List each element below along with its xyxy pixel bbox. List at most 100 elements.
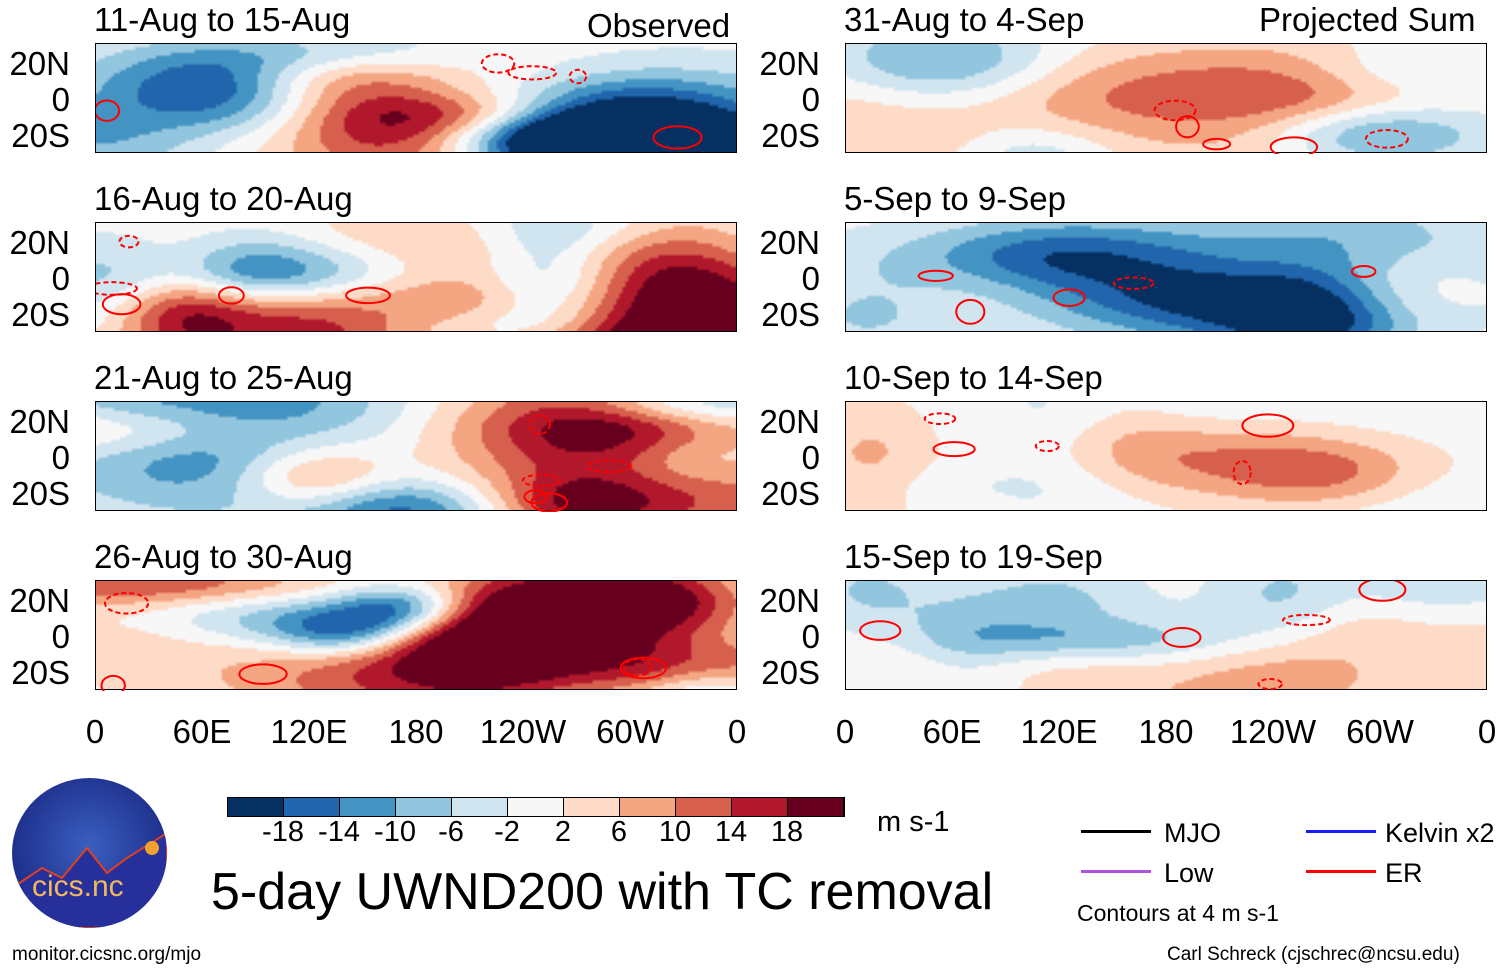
er-contour: [480, 53, 516, 74]
lat-tick-label: 20S: [761, 475, 820, 512]
colorbar: [227, 797, 845, 817]
er-contour: [859, 620, 902, 641]
colorbar-tick-label: 2: [554, 816, 572, 848]
legend-kelvin: Kelvin x2: [1385, 818, 1495, 848]
er-contour: [1350, 264, 1377, 278]
colorbar-tick-label: -14: [318, 816, 360, 848]
er-contour: [1153, 99, 1197, 122]
footer-url: monitor.cicsnc.org/mjo: [12, 944, 202, 965]
wind-anomaly-field: [96, 402, 736, 510]
lon-tick-label: 60W: [1346, 713, 1414, 750]
wind-anomaly-field: [846, 581, 1486, 689]
er-contour: [507, 65, 558, 81]
column-label-projected: Projected Sum: [1259, 1, 1476, 38]
panel-title: 21-Aug to 25-Aug: [94, 359, 353, 396]
lat-tick-label: 0: [801, 439, 820, 476]
colorbar-swatch: [508, 798, 564, 816]
legend-er-line: [1306, 870, 1376, 873]
wind-anomaly-field: [96, 223, 736, 331]
er-contour: [932, 441, 976, 458]
er-contour: [1358, 581, 1407, 602]
er-contour: [1269, 136, 1319, 154]
footer-credit: Carl Schreck (cjschrec@ncsu.edu): [1167, 944, 1460, 965]
er-contour: [345, 286, 391, 305]
er-contour: [1112, 276, 1155, 290]
panel-title: 16-Aug to 20-Aug: [94, 180, 353, 217]
lat-tick-label: 20N: [759, 45, 820, 82]
colorbar-swatch: [340, 798, 396, 816]
er-contour: [1241, 413, 1295, 438]
panel-title: 31-Aug to 4-Sep: [844, 1, 1085, 38]
colorbar-tick-label: 18: [770, 816, 804, 848]
colorbar-swatch: [396, 798, 452, 816]
wind-anomaly-field: [96, 581, 736, 689]
legend-er: ER: [1385, 858, 1423, 888]
lat-tick-label: 20N: [759, 582, 820, 619]
legend-kelvin-line: [1306, 830, 1376, 833]
lat-tick-label: 20N: [9, 403, 70, 440]
contour-note: Contours at 4 m s-1: [1077, 900, 1279, 926]
lon-tick-label: 60E: [172, 713, 232, 750]
panel-title: 26-Aug to 30-Aug: [94, 538, 353, 575]
legend-mjo: MJO: [1164, 818, 1221, 848]
er-contour: [622, 658, 653, 677]
er-contour: [568, 68, 588, 85]
er-contour: [100, 674, 126, 691]
lon-tick-label: 60E: [922, 713, 982, 750]
lat-tick-label: 20S: [11, 296, 70, 333]
lat-tick-label: 0: [51, 618, 70, 655]
er-contour: [917, 269, 954, 282]
lat-tick-label: 0: [51, 439, 70, 476]
colorbar-tick-label: -18: [262, 816, 304, 848]
map-panel: [845, 580, 1487, 691]
colorbar-swatch: [788, 798, 844, 816]
colorbar-tick-label: 10: [658, 816, 692, 848]
er-contour: [1175, 114, 1200, 139]
lat-tick-label: 20S: [11, 475, 70, 512]
map-panel: [845, 222, 1487, 332]
lon-tick-label: 120E: [1020, 713, 1098, 750]
lon-tick-label: 0: [727, 713, 747, 750]
map-panel: [845, 43, 1487, 154]
lat-tick-label: 20S: [761, 296, 820, 333]
colorbar-units: m s-1: [877, 806, 950, 838]
lat-tick-label: 20S: [11, 654, 70, 691]
panel-title: 10-Sep to 14-Sep: [844, 359, 1103, 396]
legend-mjo-line: [1081, 830, 1151, 833]
er-contour: [619, 656, 667, 680]
lat-tick-label: 0: [801, 81, 820, 118]
lon-tick-label: 0: [835, 713, 855, 750]
lat-tick-label: 20S: [761, 117, 820, 154]
er-contour: [1257, 677, 1283, 691]
colorbar-swatch: [676, 798, 732, 816]
lon-tick-label: 180: [1138, 713, 1194, 750]
lon-tick-label: 120E: [270, 713, 348, 750]
panel-title: 5-Sep to 9-Sep: [844, 180, 1066, 217]
er-contour: [118, 234, 140, 249]
er-contour: [521, 473, 562, 488]
lat-tick-label: 20S: [11, 117, 70, 154]
colorbar-swatch: [620, 798, 676, 816]
lon-tick-label: 120W: [1229, 713, 1317, 750]
er-contour: [101, 293, 142, 316]
lat-tick-label: 20S: [761, 654, 820, 691]
figure-title: 5-day UWND200 with TC removal: [211, 863, 994, 921]
map-panel: [95, 580, 737, 691]
lon-tick-label: 0: [1477, 713, 1497, 750]
er-contour: [238, 663, 288, 685]
map-panel: [95, 43, 737, 153]
lat-tick-label: 20N: [9, 582, 70, 619]
lon-tick-label: 60W: [596, 713, 664, 750]
colorbar-tick-label: 14: [714, 816, 748, 848]
colorbar-swatch: [732, 798, 788, 816]
column-label-observed: Observed: [587, 7, 731, 44]
er-contour: [96, 281, 138, 296]
wind-anomaly-field: [846, 44, 1486, 152]
lon-tick-label: 0: [85, 713, 105, 750]
lon-tick-label: 120W: [479, 713, 567, 750]
colorbar-swatch: [452, 798, 508, 816]
lat-tick-label: 0: [51, 260, 70, 297]
map-panel: [845, 401, 1487, 511]
er-contour: [96, 99, 121, 122]
map-panel: [95, 401, 737, 512]
